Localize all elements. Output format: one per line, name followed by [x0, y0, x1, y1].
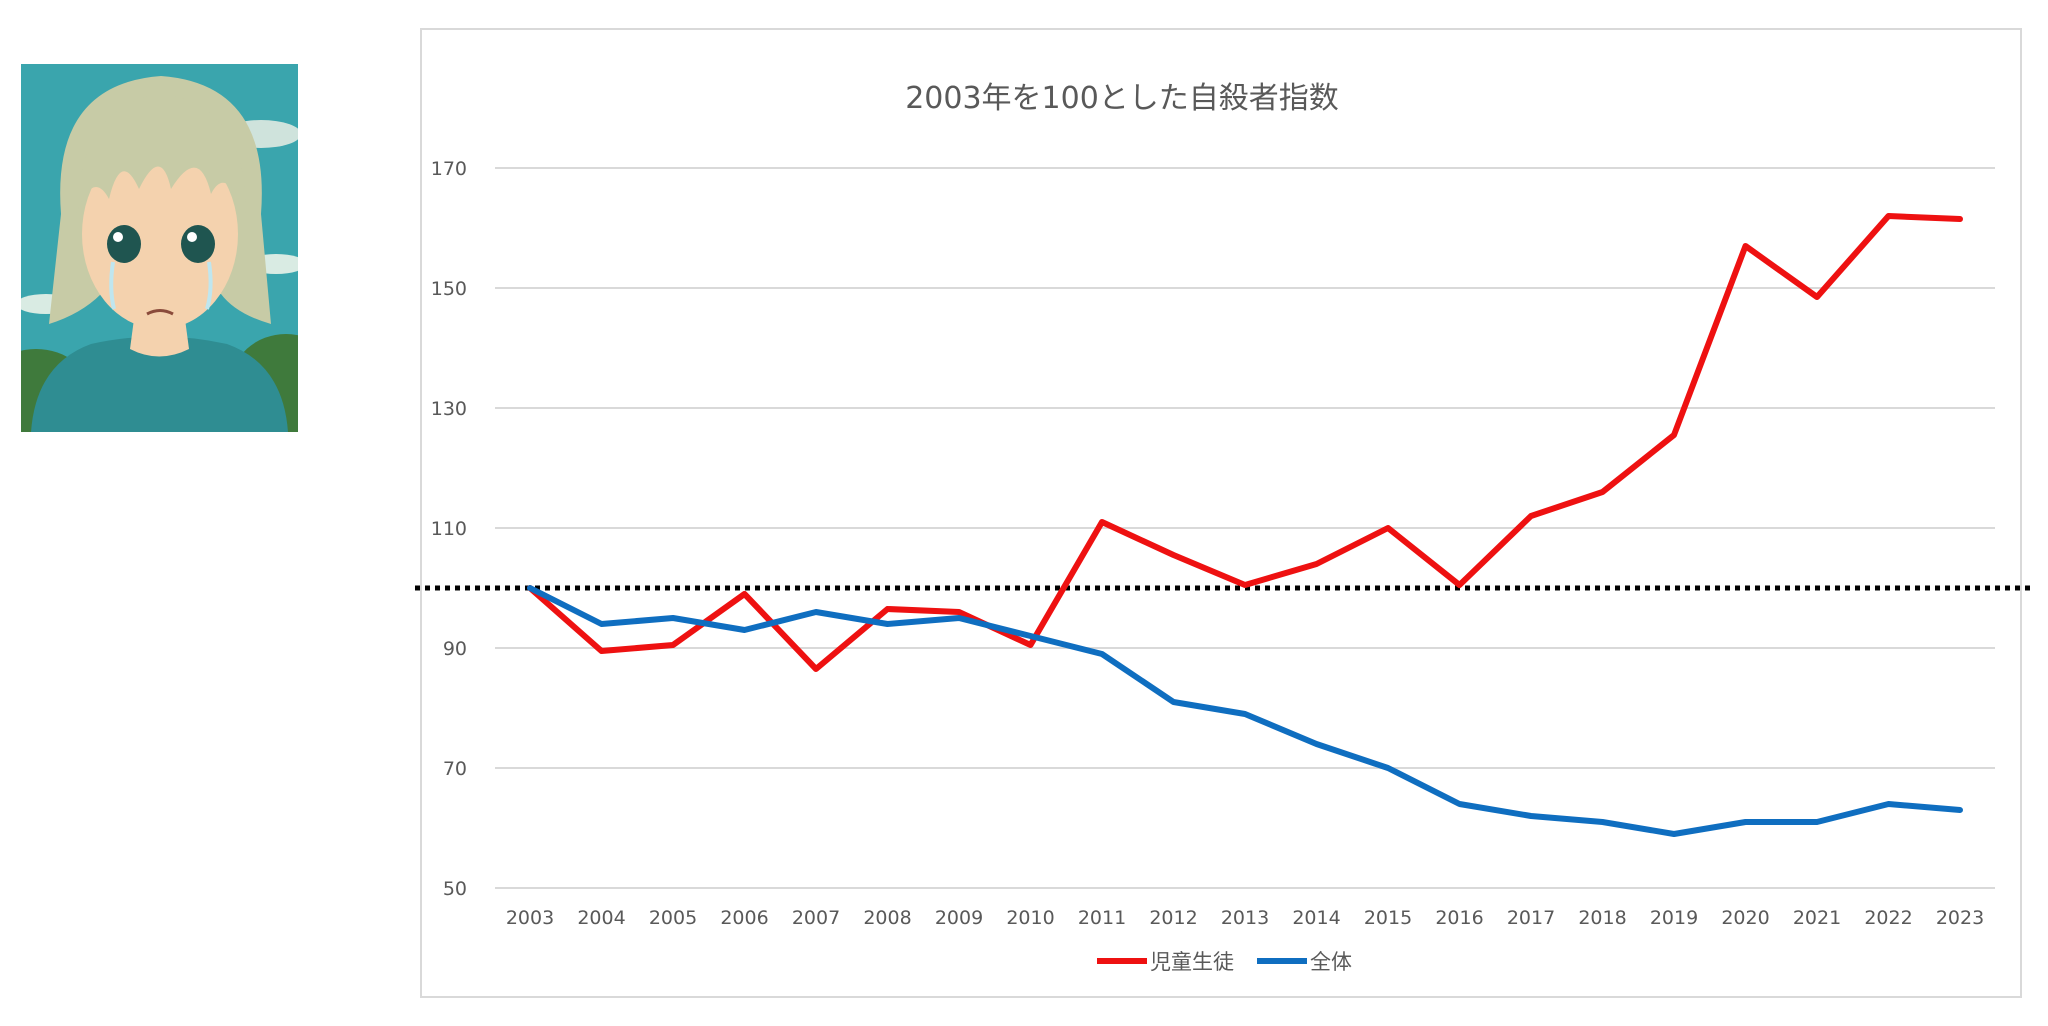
data-point [601, 623, 602, 625]
x-tick-label: 2007 [792, 907, 840, 929]
data-point [1959, 809, 1961, 811]
x-tick-label: 2008 [863, 907, 911, 929]
x-tick-label: 2014 [1292, 907, 1340, 929]
data-point [1316, 563, 1317, 565]
chart-title: 2003年を100とした自殺者指数 [905, 81, 1339, 116]
data-point [1745, 245, 1746, 247]
data-point [1888, 215, 1889, 217]
data-point [1530, 815, 1532, 817]
data-point [1673, 833, 1675, 835]
x-tick-label: 2013 [1221, 907, 1269, 929]
x-tick-label: 2012 [1149, 907, 1197, 929]
y-tick-label: 50 [443, 878, 467, 900]
data-point [1888, 803, 1889, 805]
data-point [958, 617, 960, 619]
x-tick-label: 2006 [720, 907, 768, 929]
data-point [1387, 527, 1389, 529]
data-point [744, 629, 745, 631]
data-point [1173, 554, 1174, 556]
y-tick-label: 70 [443, 758, 467, 780]
data-point [529, 587, 531, 589]
data-point [1745, 821, 1746, 823]
x-tick-label: 2018 [1578, 907, 1626, 929]
data-point [672, 644, 674, 646]
data-point [1030, 635, 1031, 637]
data-point [1816, 821, 1818, 823]
data-point [1173, 701, 1174, 703]
crying-girl-illustration [21, 64, 298, 432]
data-point [958, 611, 960, 613]
data-point [1316, 743, 1317, 745]
x-tick-label: 2017 [1507, 907, 1555, 929]
data-point [1459, 584, 1460, 586]
data-point [887, 623, 888, 625]
y-tick-label: 170 [431, 158, 467, 180]
x-tick-label: 2004 [577, 907, 625, 929]
data-point [601, 650, 602, 652]
y-tick-label: 130 [431, 398, 467, 420]
x-tick-label: 2015 [1364, 907, 1412, 929]
gridlines [495, 167, 1995, 889]
right-tear [205, 261, 213, 310]
x-axis-ticks: 2003 2004 2005 2006 2007 2008 2009 2010 2011 2012… [506, 907, 1984, 929]
x-tick-label: 2009 [935, 907, 983, 929]
face [82, 139, 238, 329]
legend: 児童生徒 全体 [1097, 950, 1352, 974]
hair-bangs [76, 94, 246, 214]
data-point [1101, 521, 1103, 523]
shirt [31, 336, 288, 432]
data-point [815, 668, 817, 670]
x-tick-label: 2019 [1650, 907, 1698, 929]
x-tick-label: 2022 [1864, 907, 1912, 929]
data-point [1030, 644, 1031, 646]
x-tick-label: 2003 [506, 907, 554, 929]
y-tick-label: 90 [443, 638, 467, 660]
data-point [1673, 434, 1675, 436]
data-point [887, 608, 888, 610]
data-point [1816, 296, 1818, 298]
x-tick-label: 2023 [1936, 907, 1984, 929]
y-tick-label: 110 [431, 518, 467, 540]
x-tick-label: 2021 [1793, 907, 1841, 929]
right-eye-highlight [187, 232, 197, 242]
data-point [1602, 821, 1603, 823]
left-eye-highlight [113, 232, 123, 242]
left-tear [109, 261, 116, 310]
data-point [672, 617, 674, 619]
data-point [744, 593, 745, 595]
mouth [146, 309, 174, 316]
data-point [1101, 653, 1103, 655]
legend-label: 全体 [1310, 950, 1352, 974]
data-point [1387, 767, 1389, 769]
legend-label: 児童生徒 [1150, 950, 1234, 974]
data-point [1459, 803, 1460, 805]
x-tick-label: 2011 [1078, 907, 1126, 929]
x-tick-label: 2010 [1006, 907, 1054, 929]
data-point [815, 611, 817, 613]
x-tick-label: 2016 [1435, 907, 1483, 929]
data-point [1244, 584, 1246, 586]
x-tick-label: 2020 [1721, 907, 1769, 929]
data-point [1244, 713, 1246, 715]
y-tick-label: 150 [431, 278, 467, 300]
data-point [1959, 218, 1961, 220]
series-line-0 [527, 213, 1963, 672]
y-axis-ticks: 50 70 90 110 130 150 170 [431, 158, 467, 900]
chart-frame [420, 28, 2022, 998]
series-line-1 [527, 585, 1963, 837]
series-lines [527, 213, 1963, 837]
data-point [1602, 491, 1603, 493]
x-tick-label: 2005 [649, 907, 697, 929]
data-point [1530, 515, 1532, 517]
